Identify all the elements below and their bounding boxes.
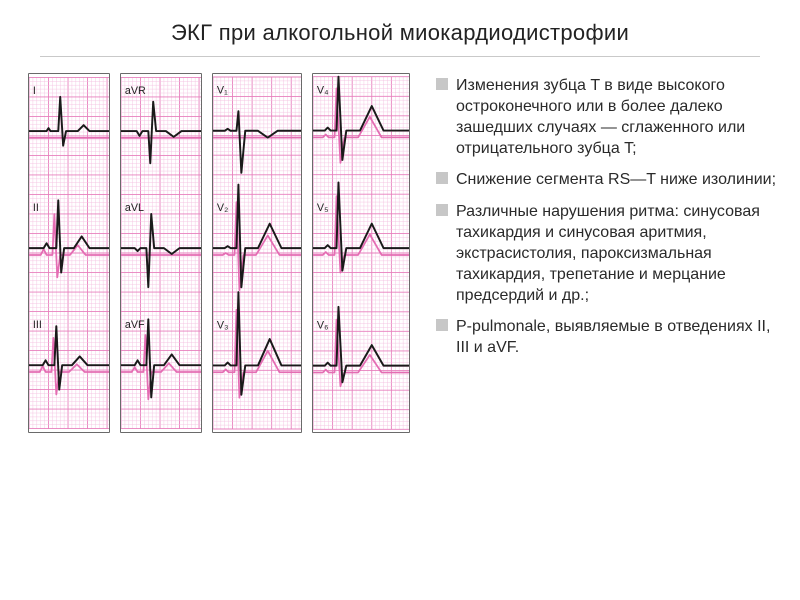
content-row: IIIIIIaVRaVLaVFV₁V₂V₃V₄V₅V₆ Изменения зу…	[0, 73, 800, 453]
ecg-strip: V₄ V₅ V₆	[312, 73, 410, 433]
bullet-item: P-pulmonale, выявляемые в отведениях II,…	[436, 316, 780, 358]
svg-text:V₂: V₂	[217, 202, 228, 214]
bullet-item: Снижение сегмента RS—T ниже изолинии;	[436, 169, 780, 190]
ecg-strip: V₁ V₂ V₃	[212, 73, 302, 433]
svg-text:V₃: V₃	[217, 319, 229, 331]
svg-text:II: II	[33, 202, 39, 214]
svg-text:aVF: aVF	[125, 319, 145, 331]
title-underline	[40, 56, 760, 57]
bullet-list: Изменения зубца T в виде высокого острок…	[436, 73, 780, 453]
slide-title: ЭКГ при алкогольной миокардиодистрофии	[0, 0, 800, 56]
bullet-item: Изменения зубца T в виде высокого острок…	[436, 75, 780, 159]
svg-text:III: III	[33, 319, 42, 331]
svg-text:I: I	[33, 85, 36, 97]
svg-text:aVR: aVR	[125, 85, 146, 97]
ecg-strip: IIIIII	[28, 73, 110, 433]
bullet-item: Различные нарушения ритма: синусовая тах…	[436, 201, 780, 307]
svg-text:V₁: V₁	[217, 85, 228, 97]
svg-text:aVL: aVL	[125, 202, 144, 214]
svg-text:V₄: V₄	[317, 84, 329, 96]
svg-text:V₅: V₅	[317, 202, 329, 214]
ecg-strip: aVR aVL aVF	[120, 73, 202, 433]
ecg-image-area: IIIIIIaVRaVLaVFV₁V₂V₃V₄V₅V₆	[28, 73, 418, 453]
svg-text:V₆: V₆	[317, 319, 329, 331]
